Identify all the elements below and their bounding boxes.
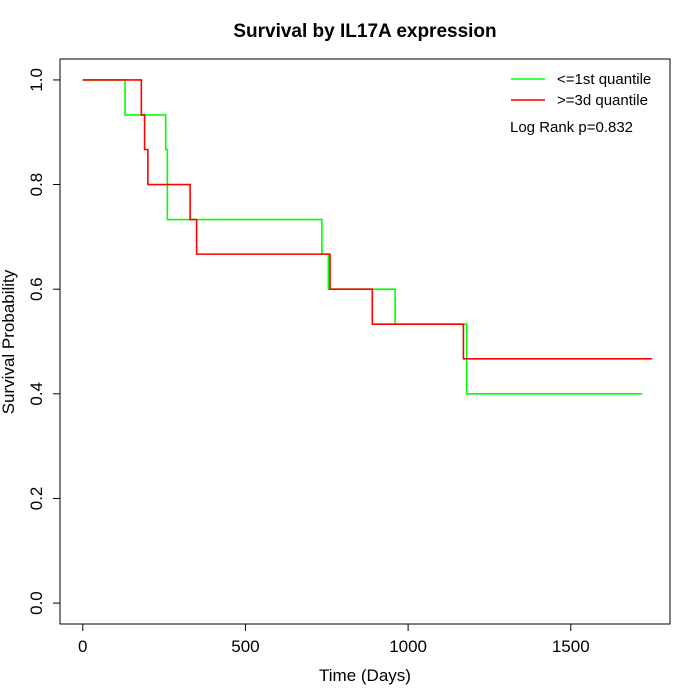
y-axis-label: Survival Probability (0, 269, 18, 414)
plot-frame (59, 58, 671, 625)
series-layer (82, 79, 653, 395)
y-tick-label: 0.0 (27, 591, 46, 615)
legend-label-high: >=3d quantile (557, 92, 648, 109)
legend-label-low: <=1st quantile (557, 71, 651, 88)
x-axis: 0 500 1000 1500 (78, 623, 590, 656)
x-tick-label: 1500 (552, 637, 590, 656)
log-rank-annotation: Log Rank p=0.832 (510, 119, 633, 136)
x-axis-label: Time (Days) (319, 666, 411, 685)
y-tick-label: 0.6 (27, 277, 46, 301)
x-tick-label: 0 (78, 637, 87, 656)
y-tick-label: 0.2 (27, 487, 46, 511)
x-tick-label: 1000 (389, 637, 427, 656)
legend: <=1st quantile >=3d quantile (511, 71, 651, 109)
y-tick-label: 1.0 (27, 68, 46, 92)
chart-title: Survival by IL17A expression (233, 21, 496, 42)
x-tick-label: 500 (231, 637, 259, 656)
series-line-high (82, 79, 653, 360)
y-tick-label: 0.4 (27, 382, 46, 406)
y-axis: 0.0 0.2 0.4 0.6 0.8 1.0 (27, 68, 61, 615)
y-tick-label: 0.8 (27, 173, 46, 197)
